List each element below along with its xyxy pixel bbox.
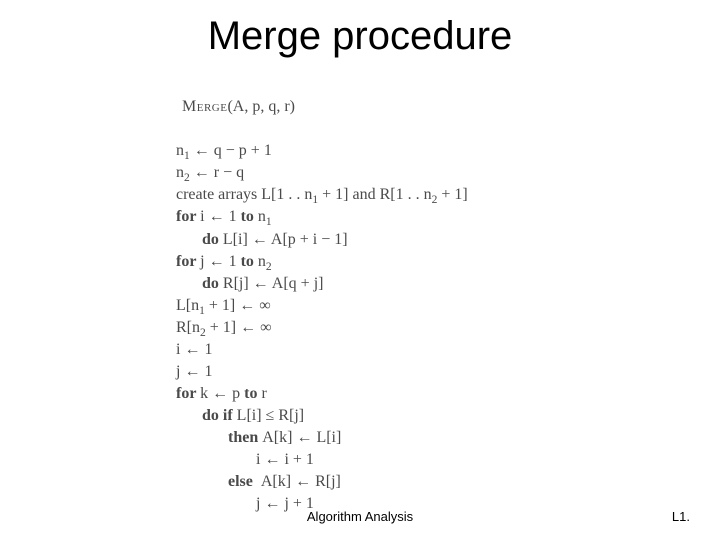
pseudocode-block: Merge(A, p, q, r) n1 ← q − p + 1n2 ← r −…	[158, 74, 468, 516]
pseudocode-line: create arrays L[1 . . n1 + 1] and R[1 . …	[158, 184, 468, 206]
pseudocode-line: i ← 1	[158, 339, 468, 361]
proc-args: (A, p, q, r)	[227, 98, 295, 115]
pseudocode-line: i ← i + 1	[158, 449, 468, 471]
slide-title: Merge procedure	[0, 14, 720, 58]
pseudocode-line: for k ← p to r	[158, 383, 468, 405]
pseudocode-header: Merge(A, p, q, r)	[158, 74, 468, 140]
pseudocode-line: else A[k] ← R[j]	[158, 471, 468, 493]
pseudocode-line: n2 ← r − q	[158, 162, 468, 184]
pseudocode-line: for i ← 1 to n1	[158, 206, 468, 228]
pseudocode-line: j ← 1	[158, 361, 468, 383]
pseudocode-line: do L[i] ← A[p + i − 1]	[158, 229, 468, 251]
pseudocode-line: R[n2 + 1] ← ∞	[158, 317, 468, 339]
footer-center: Algorithm Analysis	[0, 509, 720, 524]
footer-right: L1.	[672, 509, 690, 524]
pseudocode-lines: n1 ← q − p + 1n2 ← r − qcreate arrays L[…	[158, 140, 468, 515]
pseudocode-line: n1 ← q − p + 1	[158, 140, 468, 162]
proc-name: Merge	[182, 98, 227, 115]
pseudocode-line: then A[k] ← L[i]	[158, 427, 468, 449]
pseudocode-line: do if L[i] ≤ R[j]	[158, 405, 468, 427]
slide: Merge procedure Merge(A, p, q, r) n1 ← q…	[0, 0, 720, 540]
pseudocode-line: L[n1 + 1] ← ∞	[158, 295, 468, 317]
pseudocode-line: do R[j] ← A[q + j]	[158, 273, 468, 295]
pseudocode-line: for j ← 1 to n2	[158, 251, 468, 273]
